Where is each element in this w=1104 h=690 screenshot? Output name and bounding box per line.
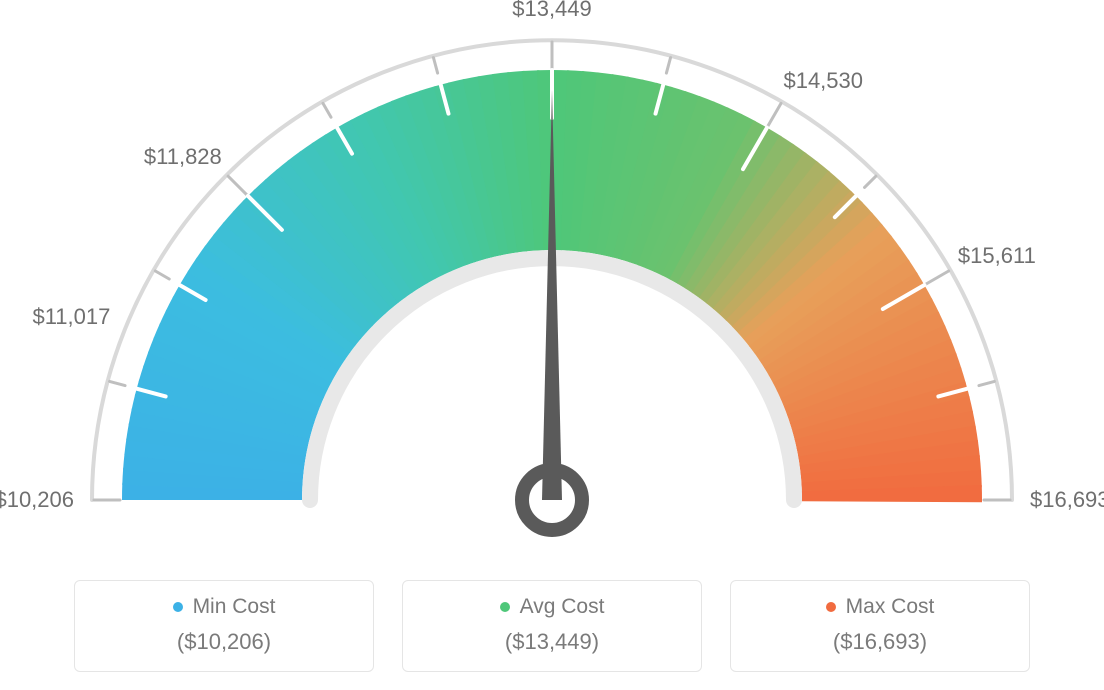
legend-card-max: Max Cost ($16,693) [730, 580, 1030, 672]
dot-icon [826, 602, 836, 612]
legend-card-avg: Avg Cost ($13,449) [402, 580, 702, 672]
gauge-tick-label: $11,017 [32, 304, 110, 330]
gauge-container: $10,206 $11,017 $11,828 $13,449 $14,530 $15,6… [0, 0, 1104, 560]
gauge-chart [0, 0, 1104, 560]
dot-icon [500, 602, 510, 612]
legend-row: Min Cost ($10,206) Avg Cost ($13,449) Ma… [0, 580, 1104, 672]
legend-value-min: ($10,206) [85, 629, 363, 655]
legend-label-avg: Avg Cost [413, 595, 691, 619]
gauge-tick-label: $14,530 [783, 68, 863, 94]
legend-value-max: ($16,693) [741, 629, 1019, 655]
legend-card-min: Min Cost ($10,206) [74, 580, 374, 672]
legend-label-min: Min Cost [85, 595, 363, 619]
dot-icon [173, 602, 183, 612]
legend-label-text: Min Cost [193, 595, 276, 619]
legend-label-text: Max Cost [846, 595, 935, 619]
legend-label-text: Avg Cost [520, 595, 605, 619]
gauge-tick-label: $16,693 [1030, 487, 1104, 513]
gauge-tick-label: $10,206 [0, 487, 74, 513]
gauge-tick-label: $11,828 [144, 144, 222, 170]
legend-label-max: Max Cost [741, 595, 1019, 619]
gauge-tick-label: $15,611 [958, 242, 1036, 268]
gauge-tick-label: $13,449 [512, 0, 592, 22]
legend-value-avg: ($13,449) [413, 629, 691, 655]
